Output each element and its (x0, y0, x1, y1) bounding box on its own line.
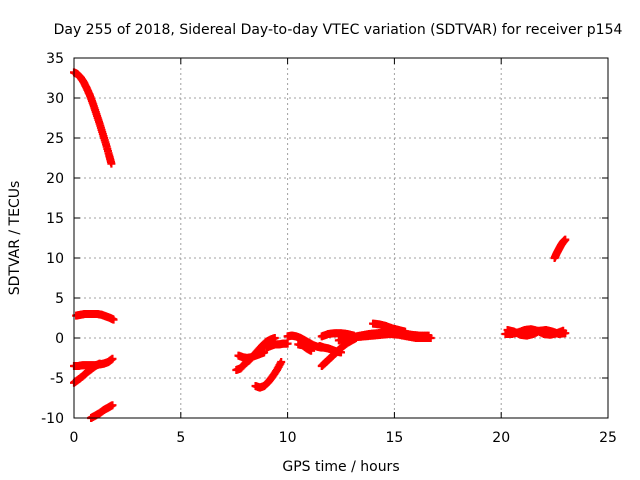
y-axis-title: SDTVAR / TECUs (7, 181, 23, 296)
axis-ticks: 0 5 10 15 20 25 -10 -5 0 5 10 15 20 25 30 35 (41, 51, 617, 446)
plot-area (70, 68, 570, 422)
y-tick-label: 0 (55, 331, 64, 347)
data-point (559, 326, 568, 335)
y-tick-label: -10 (41, 411, 64, 427)
x-tick-label: 0 (70, 430, 79, 446)
y-tick-label: 35 (46, 51, 64, 67)
data-point (424, 331, 433, 340)
grid-lines (74, 58, 608, 418)
data-series-8 (251, 358, 286, 392)
data-series-17 (369, 319, 410, 336)
data-point (283, 339, 292, 348)
data-point (260, 348, 269, 357)
y-tick-label: 5 (55, 291, 64, 307)
data-point (307, 346, 316, 355)
data-series-19 (501, 325, 568, 339)
y-tick-label: 10 (46, 251, 64, 267)
data-point (107, 159, 116, 168)
x-axis-title: GPS time / hours (282, 459, 399, 475)
x-tick-label: 10 (279, 430, 297, 446)
x-tick-label: 20 (492, 430, 510, 446)
y-tick-label: -5 (50, 371, 64, 387)
y-tick-label: 20 (46, 171, 64, 187)
data-point (337, 348, 345, 357)
data-point (561, 235, 570, 244)
data-point (108, 354, 117, 363)
x-tick-label: 25 (599, 430, 617, 446)
y-tick-label: 25 (46, 131, 64, 147)
y-tick-label: 30 (46, 91, 64, 107)
chart-title: Day 255 of 2018, Sidereal Day-to-day VTE… (54, 22, 623, 38)
data-series-9 (262, 339, 292, 352)
data-point (108, 401, 117, 410)
data-series-5 (87, 401, 117, 422)
data-series-1 (70, 68, 116, 168)
x-tick-label: 5 (176, 430, 185, 446)
data-point (277, 358, 286, 366)
plot-frame (73, 57, 609, 419)
y-tick-label: 15 (46, 211, 64, 227)
data-series-11 (294, 340, 316, 355)
data-point (109, 315, 118, 324)
data-series-7 (234, 348, 269, 362)
x-tick-label: 15 (385, 430, 403, 446)
data-series-4 (70, 359, 104, 387)
data-point (95, 359, 104, 368)
data-series-13 (315, 342, 345, 357)
data-series-20 (550, 235, 570, 262)
data-series-2 (72, 310, 118, 324)
data-point (401, 327, 410, 336)
